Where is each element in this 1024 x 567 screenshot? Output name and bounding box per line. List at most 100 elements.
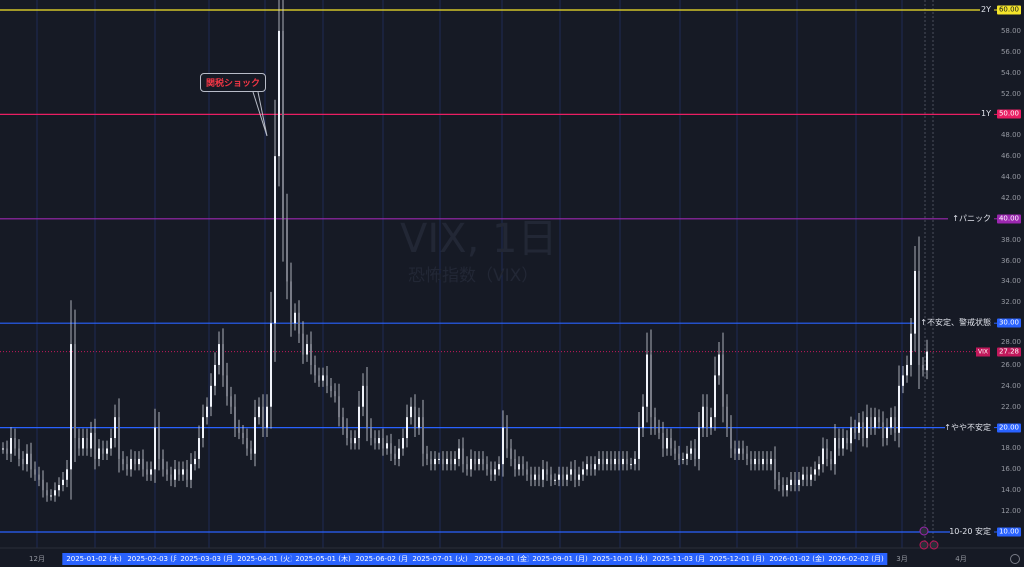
candle-body — [154, 427, 156, 470]
candle-body — [194, 458, 196, 465]
candle-body — [74, 344, 76, 439]
candle-body — [370, 427, 372, 439]
candle-body — [534, 474, 536, 480]
candle-body — [126, 464, 128, 470]
candle-body — [14, 438, 16, 449]
y-tick-label: 38.00 — [1000, 235, 1021, 244]
candle-body — [334, 391, 336, 397]
candle-body — [246, 438, 248, 449]
candle-body — [122, 458, 124, 465]
candle-body — [670, 438, 672, 449]
level-price-tag: 60.00 — [996, 5, 1021, 15]
x-date-label: 2025-12-01 (月) — [705, 553, 769, 565]
candle-body — [726, 406, 728, 428]
candle-body — [850, 427, 852, 444]
candle-body — [510, 448, 512, 459]
candle-body — [834, 438, 836, 465]
candle-body — [54, 490, 56, 496]
candle-body — [610, 458, 612, 465]
event-marker-icon — [929, 540, 939, 550]
candle-body — [426, 453, 428, 459]
candle-body — [390, 443, 392, 454]
candle-body — [38, 474, 40, 480]
x-date-label: 2025-08-01 (金) — [470, 553, 534, 565]
annotation-callout[interactable]: 関税ショック — [200, 73, 267, 92]
candle-body — [94, 432, 96, 459]
candle-body — [874, 417, 876, 428]
candle-body — [314, 364, 316, 376]
candle-body — [506, 427, 508, 449]
candle-body — [322, 375, 324, 381]
candle-body — [522, 464, 524, 470]
candle-body — [590, 464, 592, 470]
candle-body — [90, 432, 92, 449]
x-month-label: 3月 — [896, 555, 908, 563]
candle-body — [22, 458, 24, 465]
candle-body — [114, 417, 116, 439]
candle-body — [110, 438, 112, 449]
candle-body — [66, 469, 68, 480]
watermark-title: VIX, 1日 — [400, 216, 558, 262]
y-tick-label: 18.00 — [1000, 444, 1021, 453]
candle-body — [18, 448, 20, 459]
candle-body — [898, 385, 900, 433]
candle-body — [546, 469, 548, 475]
candle-body — [738, 448, 740, 454]
candle-body — [570, 469, 572, 475]
candle-body — [146, 469, 148, 475]
candle-body — [794, 479, 796, 486]
candle-body — [238, 427, 240, 433]
candle-body — [762, 458, 764, 465]
candle-body — [866, 417, 868, 439]
y-tick-label: 44.00 — [1000, 173, 1021, 182]
candle-body — [882, 422, 884, 439]
candle-body — [338, 396, 340, 418]
candle-body — [486, 464, 488, 470]
candle-body — [902, 375, 904, 386]
candle-body — [418, 417, 420, 428]
candle-body — [302, 333, 304, 355]
candle-body — [222, 344, 224, 376]
level-price-tag: 10.00 — [996, 527, 1021, 537]
candle-body — [774, 458, 776, 480]
y-tick-label: 54.00 — [1000, 68, 1021, 77]
candle-body — [626, 458, 628, 465]
candle-body — [454, 458, 456, 465]
candle-body — [922, 364, 924, 371]
candle-body — [366, 385, 368, 428]
y-tick-label: 12.00 — [1000, 507, 1021, 516]
candle-body — [34, 469, 36, 475]
candle-body — [206, 406, 208, 418]
candle-body — [226, 375, 228, 397]
candle-body — [118, 417, 120, 459]
level-price-tag: 20.00 — [996, 423, 1021, 433]
candle-body — [358, 406, 360, 439]
candle-body — [662, 432, 664, 449]
candle-body — [166, 469, 168, 475]
candle-body — [430, 458, 432, 465]
candle-body — [306, 344, 308, 355]
watermark-subtitle: 恐怖指数（VIX） — [408, 266, 539, 286]
candle-body — [138, 458, 140, 465]
candle-body — [494, 469, 496, 475]
candle-body — [642, 406, 644, 428]
x-month-label: 12月 — [29, 555, 45, 563]
level-price-tag: 40.00 — [996, 214, 1021, 224]
y-tick-label: 36.00 — [1000, 256, 1021, 265]
candle-body — [282, 30, 284, 219]
candle-body — [758, 458, 760, 465]
candle-body — [286, 218, 288, 282]
candle-body — [530, 474, 532, 480]
candle-body — [802, 474, 804, 480]
candle-body — [822, 448, 824, 465]
candle-body — [406, 417, 408, 439]
settings-gear-icon[interactable] — [1010, 554, 1020, 564]
candle-body — [462, 448, 464, 465]
candle-body — [798, 479, 800, 486]
candle-body — [686, 453, 688, 459]
candle-body — [466, 464, 468, 470]
candle-body — [150, 469, 152, 475]
y-tick-label: 42.00 — [1000, 193, 1021, 202]
candle-body — [550, 474, 552, 480]
